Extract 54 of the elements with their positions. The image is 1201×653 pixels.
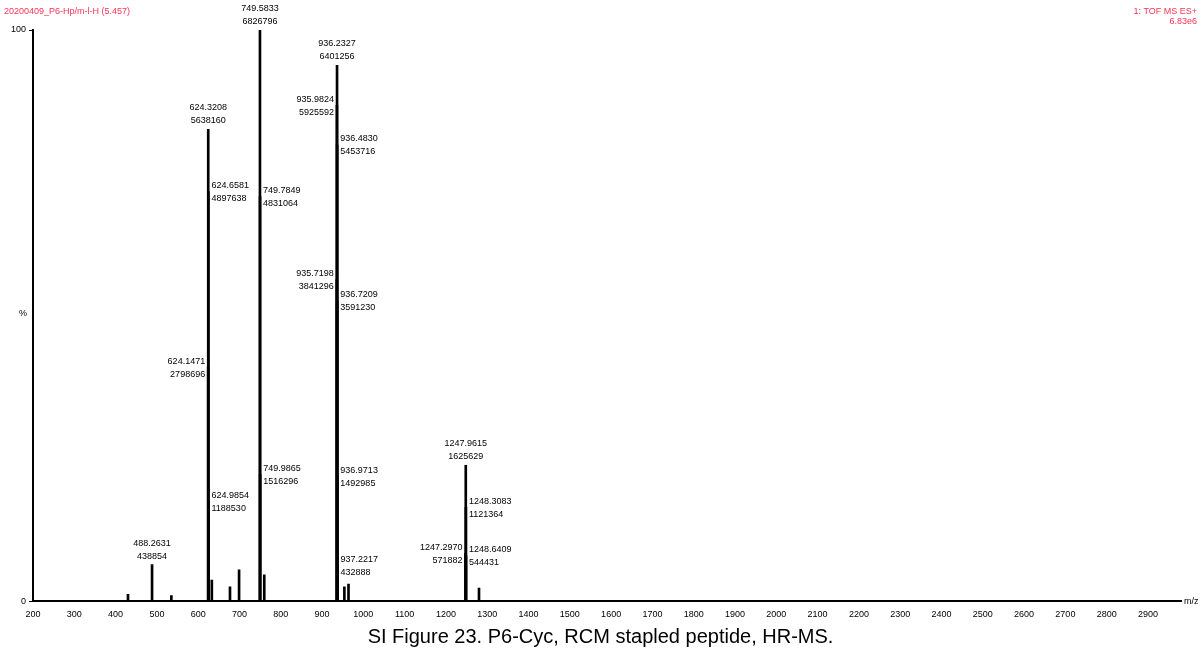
annotation: 1247.9615 1625629 xyxy=(444,438,488,462)
x-tick-label: 2800 xyxy=(1096,609,1117,620)
annotation: 1248.6409 544431 xyxy=(469,544,512,567)
y-tick-label: 0 xyxy=(21,595,27,606)
text: 1: TOF MS ES+ 6.83e6 xyxy=(1133,6,1197,26)
x-tick-label: 2000 xyxy=(766,609,787,620)
x-tick-label: 1100 xyxy=(394,609,415,620)
y-axis-title: % xyxy=(19,307,28,318)
x-tick-label: 2700 xyxy=(1055,609,1076,620)
annotation: 488.2631 438854 xyxy=(133,537,171,561)
annotation: 1247.2970 571882 xyxy=(419,541,463,565)
y-tick-label: 100 xyxy=(10,24,27,35)
x-tick-label: 2400 xyxy=(931,609,952,620)
annotation: 624.1471 2798696 xyxy=(167,355,206,379)
x-tick-label: 1800 xyxy=(683,609,704,620)
annotation: 936.4830 5453716 xyxy=(340,133,378,157)
x-tick-label: 2300 xyxy=(890,609,911,620)
annotation: 935.7198 3841296 xyxy=(296,268,334,292)
x-tick-label: 2100 xyxy=(807,609,828,620)
x-tick-label: 800 xyxy=(273,609,289,620)
x-tick-label: 1200 xyxy=(435,609,456,620)
x-tick-label: 2600 xyxy=(1014,609,1035,620)
annotation: 936.7209 3591230 xyxy=(340,289,378,313)
x-tick-label: 2900 xyxy=(1137,609,1158,620)
x-tick-label: 200 xyxy=(25,609,41,620)
x-tick-label: 700 xyxy=(231,609,247,620)
x-tick-label: 400 xyxy=(108,609,124,620)
x-tick-label: 2200 xyxy=(848,609,869,620)
x-tick-label: 1000 xyxy=(353,609,374,620)
annotation: 937.2217 432888 xyxy=(340,553,378,577)
x-tick-label: 900 xyxy=(314,609,330,620)
annotation: 749.7849 4831064 xyxy=(263,185,301,209)
annotation: 749.5833 6826796 xyxy=(241,3,279,26)
annotation: 624.3208 5638160 xyxy=(189,102,228,126)
x-tick-label: 1900 xyxy=(725,609,746,620)
x-tick-label: 1400 xyxy=(518,609,539,620)
x-tick-label: 300 xyxy=(66,609,82,620)
annotation: 624.9854 1188530 xyxy=(211,490,250,514)
x-tick-label: 1300 xyxy=(477,609,498,620)
annotation: 749.9865 1516296 xyxy=(263,462,301,486)
annotation: 1248.3083 1121364 xyxy=(468,496,512,520)
x-tick-label: 1500 xyxy=(559,609,580,620)
annotation: 624.6581 4897638 xyxy=(211,180,249,204)
x-tick-label: 1600 xyxy=(601,609,622,620)
x-tick-label: 600 xyxy=(190,609,206,620)
x-tick-label: 2500 xyxy=(972,609,993,620)
text: 20200409_P6-Hp/m-l-H (5.457) xyxy=(4,6,131,16)
x-axis-title: m/z xyxy=(1184,596,1199,607)
x-tick-label: 1700 xyxy=(642,609,663,620)
annotation: 936.2327 6401256 xyxy=(318,38,356,62)
text: SI Figure 23. P6-Cyc, RCM stapled peptide, HR-MS. xyxy=(366,625,835,648)
annotation: 935.9824 5925592 xyxy=(296,93,334,117)
x-tick-label: 500 xyxy=(149,609,165,620)
annotation: 936.9713 1492985 xyxy=(340,464,378,488)
